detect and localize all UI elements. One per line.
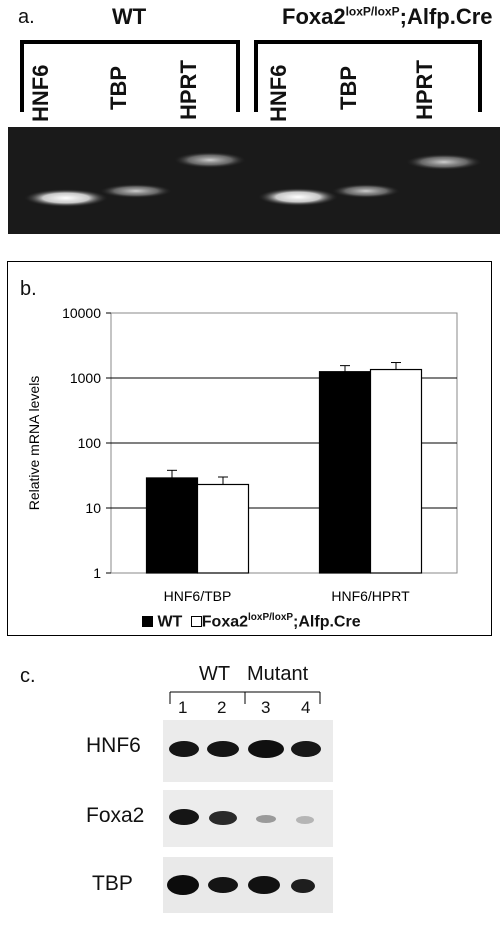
legend-label-wt: WT — [157, 613, 183, 631]
gel-bracket-wt — [20, 40, 240, 112]
gel-group-mutant-base: Foxa2 — [282, 4, 346, 29]
gel-lane-label: HPRT — [176, 60, 201, 120]
gel-group-wt-label: WT — [112, 4, 147, 29]
western-blot-hnf6 — [163, 720, 333, 782]
gel-lane-label: TBP — [336, 66, 361, 110]
blot-group-wt-label: WT — [199, 663, 231, 685]
gel-group-mutant-tail: ;Alfp.Cre — [399, 4, 493, 29]
chart-legend: WT Foxa2loxP/loxP;Alfp.Cre — [142, 612, 361, 631]
gel-band — [406, 154, 482, 170]
panel-a-label: a. — [18, 6, 35, 28]
y-tick-label: 10 — [85, 500, 101, 516]
gel-bracket-mutant — [254, 40, 482, 112]
blot-lane-number: 1 — [178, 698, 188, 717]
legend-swatch-mutant — [190, 616, 202, 628]
panel-b-frame — [7, 261, 492, 636]
bar-chart: 1 10 100 1000 10000 HNF6/TBP HNF6/HPRT Relativ… — [26, 305, 458, 604]
gel-band — [174, 152, 246, 168]
y-axis-label: Relative mRNA levels — [26, 376, 42, 511]
gel-band — [332, 184, 400, 198]
blot-row-label: HNF6 — [86, 734, 141, 757]
gel-lane-label: HPRT — [412, 60, 437, 120]
x-tick-label: HNF6/TBP — [164, 588, 232, 604]
panel-c-label: c. — [20, 665, 36, 687]
gel-band — [100, 184, 172, 198]
y-tick-label: 1 — [93, 565, 101, 581]
legend-label-mutant-base: Foxa2 — [201, 613, 249, 631]
blot-row-label: TBP — [92, 872, 133, 895]
gel-lane-label: TBP — [106, 66, 131, 110]
western-blot-foxa2 — [163, 790, 333, 847]
legend-label-mutant-tail: ;Alfp.Cre — [293, 613, 361, 631]
y-tick-label: 100 — [78, 435, 102, 451]
blot-lane-number: 2 — [217, 698, 227, 717]
y-tick-label: 10000 — [62, 305, 101, 321]
y-tick-label: 1000 — [70, 370, 101, 386]
blot-lane-number: 3 — [261, 698, 271, 717]
legend-label-mutant-sup: loxP/loxP — [248, 612, 294, 623]
blot-group-mutant-label: Mutant — [247, 663, 309, 685]
blot-row-label: Foxa2 — [86, 804, 145, 827]
gel-band — [258, 188, 338, 206]
bar — [196, 483, 250, 574]
panel-b-label: b. — [20, 278, 37, 300]
agarose-gel-image — [8, 127, 500, 234]
legend-swatch-wt — [142, 616, 153, 628]
gel-group-mutant-label: Foxa2loxP/loxP;Alfp.Cre — [282, 4, 493, 30]
gel-lane-label: HNF6 — [266, 64, 291, 122]
blot-lane-number: 4 — [301, 698, 311, 717]
gel-lane-label: HNF6 — [28, 64, 53, 122]
gel-band — [24, 189, 108, 207]
bar — [369, 368, 423, 574]
gel-group-mutant-sup: loxP/loxP — [345, 4, 400, 19]
x-tick-label: HNF6/HPRT — [331, 588, 410, 604]
bar — [318, 371, 372, 574]
western-blot-tbp — [163, 857, 333, 913]
bar — [145, 477, 199, 574]
blot-lane-bracket — [169, 691, 321, 704]
